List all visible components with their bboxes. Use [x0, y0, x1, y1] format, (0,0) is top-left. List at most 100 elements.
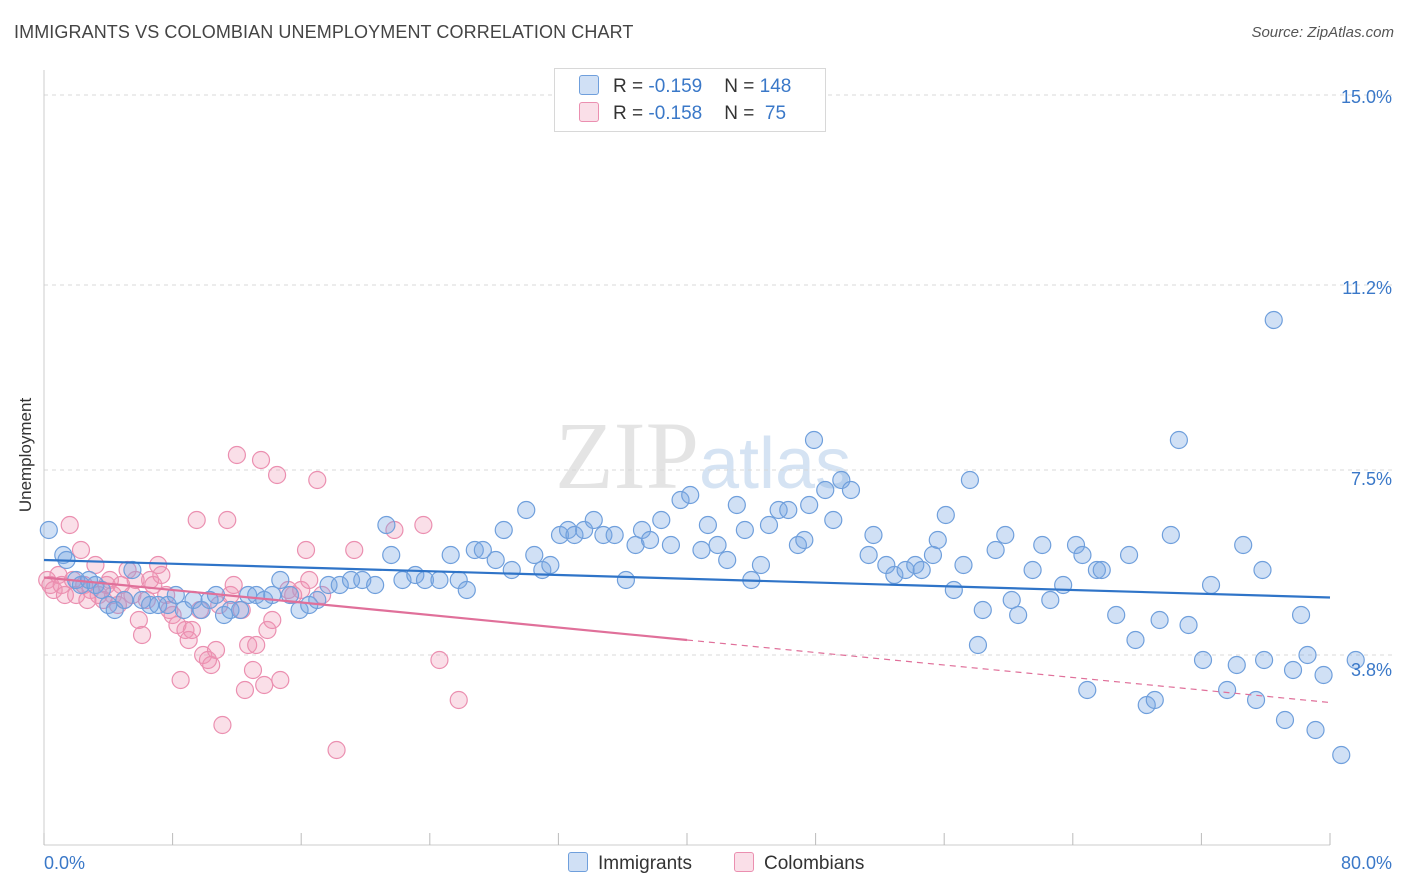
- colombians-point: [263, 610, 282, 630]
- immigrants-point: [382, 545, 401, 565]
- immigrants-point: [92, 580, 111, 600]
- immigrants-point: [973, 600, 992, 620]
- colombians-legend-swatch: [734, 852, 754, 872]
- immigrants-points: [39, 310, 1365, 765]
- immigrants-trend-line: [43, 558, 1331, 599]
- immigrants-point: [1009, 605, 1028, 625]
- immigrants-point: [718, 550, 737, 570]
- y-tick-7-5: 7.5%: [1350, 469, 1392, 489]
- immigrants-point: [727, 495, 746, 515]
- colombians-point: [187, 510, 206, 530]
- immigrants-point: [960, 470, 980, 490]
- immigrants-point: [616, 570, 636, 590]
- colombians-point: [243, 660, 263, 680]
- immigrants-point: [1041, 590, 1060, 610]
- immigrants-point: [1246, 690, 1266, 710]
- colombians-point: [296, 540, 316, 560]
- immigrants-point: [864, 525, 883, 545]
- immigrants-point: [441, 545, 460, 565]
- immigrants-point: [149, 595, 168, 615]
- colombians-point: [176, 620, 195, 640]
- immigrants-point: [123, 560, 142, 580]
- immigrants-point: [671, 490, 690, 510]
- colombians-point: [179, 630, 198, 650]
- legend-row-immigrants: R = -0.159 N = 148: [579, 75, 791, 97]
- immigrants-point: [1314, 665, 1333, 685]
- legend-colombians: Colombians: [734, 852, 864, 875]
- immigrants-point: [1033, 535, 1052, 555]
- immigrants-point: [1092, 560, 1111, 580]
- colombians-point: [126, 570, 145, 590]
- immigrants-swatch: [579, 75, 599, 95]
- colombians-point: [267, 465, 287, 485]
- immigrants-legend-label: Immigrants: [598, 853, 692, 874]
- immigrants-point: [1254, 650, 1274, 670]
- colombians-trend-extension: [686, 639, 1331, 704]
- immigrants-point: [271, 570, 290, 590]
- source-credit: Source: ZipAtlas.com: [1251, 24, 1394, 41]
- y-tick-3-8: 3.8%: [1350, 660, 1392, 680]
- colombians-point: [308, 470, 327, 490]
- immigrants-point: [944, 580, 963, 600]
- immigrants-point: [1150, 610, 1169, 630]
- immigrants-point: [800, 495, 819, 515]
- colombians-point: [218, 510, 237, 530]
- colombians-point: [71, 540, 91, 560]
- immigrants-point: [1218, 680, 1237, 700]
- immigrants-point: [1179, 615, 1198, 635]
- r-value: -0.158: [648, 103, 703, 124]
- immigrants-point: [1023, 560, 1042, 580]
- trend-lines: [43, 558, 1331, 704]
- colombians-legend-label: Colombians: [764, 853, 865, 874]
- immigrants-point: [698, 515, 717, 535]
- immigrants-point: [377, 515, 396, 535]
- immigrants-point: [626, 535, 645, 555]
- x-tick-min: 0.0%: [44, 853, 86, 873]
- immigrants-point: [652, 510, 671, 530]
- immigrants-point: [804, 430, 824, 450]
- immigrants-point: [996, 525, 1015, 545]
- colombians-point: [206, 640, 226, 660]
- immigrants-point: [1275, 710, 1295, 730]
- immigrants-point: [1119, 545, 1139, 565]
- immigrants-point: [661, 535, 681, 555]
- immigrants-legend-swatch: [568, 852, 588, 872]
- immigrants-point: [936, 505, 955, 525]
- immigrants-point: [1002, 590, 1021, 610]
- axes: [43, 70, 1331, 846]
- immigrants-point: [1253, 560, 1272, 580]
- immigrants-point: [923, 545, 943, 565]
- immigrants-point: [502, 560, 521, 580]
- immigrants-point: [366, 575, 385, 595]
- immigrants-point: [968, 635, 988, 655]
- colombians-point: [251, 450, 271, 470]
- colombians-swatch: [579, 102, 599, 122]
- colombians-point: [38, 570, 57, 590]
- watermark-main: ZIP: [555, 402, 699, 509]
- immigrants-point: [824, 510, 843, 530]
- immigrants-point: [912, 560, 931, 580]
- immigrants-point: [584, 510, 603, 530]
- immigrants-point: [486, 550, 505, 570]
- legend-row-colombians: R = -0.158 N = 75: [579, 102, 786, 124]
- immigrants-point: [986, 540, 1005, 560]
- colombians-point: [414, 515, 433, 535]
- r-label: R =: [613, 103, 649, 124]
- colombians-point: [271, 670, 290, 690]
- immigrants-point: [457, 580, 476, 600]
- immigrants-point: [1298, 645, 1317, 665]
- immigrants-point: [1066, 535, 1086, 555]
- colombians-point: [430, 650, 449, 670]
- immigrants-point: [859, 545, 878, 565]
- immigrants-point: [751, 555, 771, 575]
- colombians-point: [132, 625, 152, 645]
- colombians-trend-line: [43, 576, 688, 642]
- immigrants-point: [525, 545, 544, 565]
- immigrants-point: [708, 535, 727, 555]
- immigrants-point: [575, 520, 594, 540]
- immigrants-point: [816, 480, 835, 500]
- immigrants-point: [841, 480, 861, 500]
- immigrants-point: [39, 520, 58, 540]
- immigrants-point: [280, 585, 300, 605]
